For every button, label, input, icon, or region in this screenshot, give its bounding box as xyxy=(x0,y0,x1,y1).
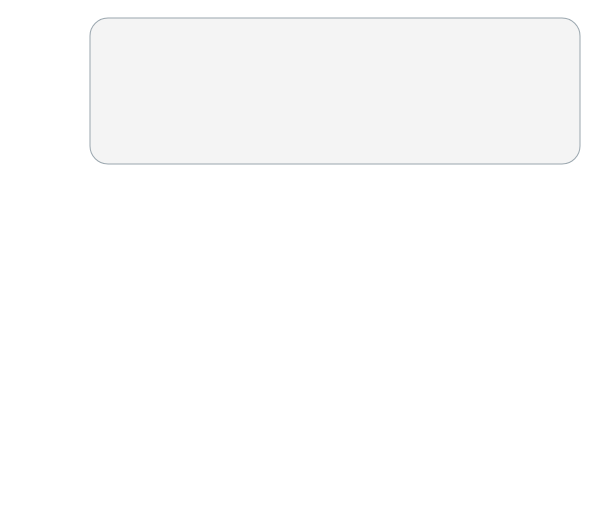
buffer-pool-panel xyxy=(90,18,580,164)
